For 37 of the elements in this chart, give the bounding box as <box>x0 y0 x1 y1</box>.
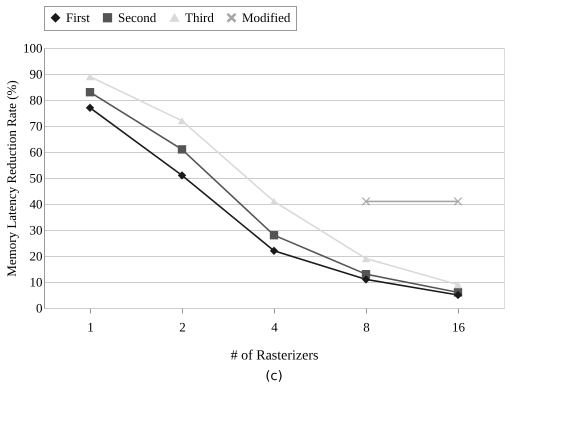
point <box>362 254 370 262</box>
y-tick-label: 0 <box>36 300 42 316</box>
point <box>454 290 462 300</box>
y-tick-label: 60 <box>30 144 42 160</box>
y-tick-label: 40 <box>30 196 42 212</box>
y-tick-label: 80 <box>30 92 42 108</box>
point <box>86 72 94 80</box>
point <box>178 145 186 154</box>
point <box>362 275 370 284</box>
x-tick-label: 16 <box>452 320 466 334</box>
point <box>86 88 94 96</box>
y-tick-label: 70 <box>30 118 42 134</box>
point <box>362 197 370 206</box>
point <box>270 231 278 240</box>
legend-label: Second <box>118 10 157 25</box>
y-tick-label: 100 <box>23 40 42 56</box>
legend-label: Modified <box>242 10 291 25</box>
point <box>454 280 462 288</box>
x-axis-title: # of Rasterizers <box>230 348 318 364</box>
y-tick-label: 30 <box>30 222 42 238</box>
x-tick-label: 1 <box>87 320 94 334</box>
point <box>454 197 462 206</box>
y-tick-label: 10 <box>30 274 42 290</box>
point <box>86 104 94 112</box>
x-tick-label: 2 <box>179 320 186 334</box>
y-tick-label: 90 <box>30 66 42 82</box>
point <box>178 171 186 180</box>
legend-label: First <box>66 10 90 25</box>
y-axis-title: Memory Latency Reduction Rate (%) <box>4 80 19 277</box>
y-tick-label: 20 <box>30 248 42 264</box>
point <box>270 246 278 255</box>
point <box>270 198 278 206</box>
x-tick-label: 8 <box>363 320 370 334</box>
x-tick-label: 4 <box>271 320 278 334</box>
legend-label: Third <box>185 10 214 25</box>
text: (c) <box>265 369 283 384</box>
y-tick-label: 50 <box>30 170 42 186</box>
